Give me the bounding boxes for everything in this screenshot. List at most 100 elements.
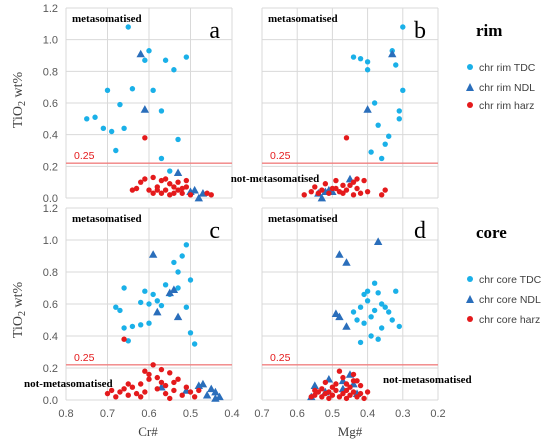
data-point (100, 125, 107, 132)
data-point (146, 320, 152, 326)
y-label-tail: wt% (11, 72, 26, 102)
data-point (326, 395, 332, 402)
data-point (171, 379, 177, 386)
data-point (167, 370, 173, 376)
data-point (129, 384, 136, 390)
data-point (382, 187, 388, 193)
data-point (138, 322, 144, 328)
data-point (187, 277, 194, 283)
data-point (350, 378, 357, 384)
annotation-metasomatised: metasomatised (268, 13, 338, 25)
data-point (167, 395, 173, 402)
data-point (364, 288, 371, 294)
data-point-triangle (173, 168, 183, 177)
data-point (375, 336, 381, 342)
data-point (393, 288, 399, 294)
data-point (340, 390, 346, 397)
series-chr-rim-TDC (84, 24, 190, 174)
annotation-metasomatised: metasomatised (72, 13, 142, 25)
data-point-triangle (335, 250, 344, 258)
data-point-triangle (211, 387, 220, 396)
legend-marker (467, 276, 473, 282)
data-point-triangle (198, 379, 208, 388)
data-point (319, 386, 325, 392)
data-point (336, 394, 343, 400)
data-point (333, 177, 339, 184)
series-chr-core-TDC (113, 242, 198, 347)
legend-item: chr rim TDC (467, 62, 536, 74)
data-point (364, 188, 371, 195)
data-point (183, 304, 190, 310)
data-point (179, 392, 185, 398)
data-point (343, 387, 350, 394)
data-point-triangle (136, 49, 145, 58)
data-point (158, 302, 165, 309)
data-point (354, 185, 360, 192)
data-point (175, 376, 181, 382)
data-point (364, 298, 371, 304)
x-tick-label: 0.7 (254, 408, 269, 420)
data-point (104, 390, 111, 397)
data-point (396, 116, 402, 122)
data-point (350, 389, 357, 395)
data-point (179, 253, 185, 259)
y-tick-label: 0.2 (43, 363, 58, 375)
data-point (183, 54, 190, 60)
data-point (183, 184, 190, 190)
x-tick-label: 0.8 (58, 408, 73, 420)
data-point (133, 185, 140, 192)
data-point (171, 67, 177, 73)
data-point (319, 394, 325, 400)
data-point (175, 269, 181, 275)
data-point (312, 387, 318, 394)
data-point (343, 395, 350, 402)
data-point-triangle (335, 312, 344, 321)
data-point-triangle (317, 193, 327, 202)
y-tick-label: 0.8 (43, 267, 58, 279)
data-point-triangle (140, 105, 150, 113)
data-point-triangle (331, 309, 341, 317)
y-tick-label: 1.0 (43, 35, 58, 47)
legend-label: chr core NDL (479, 294, 541, 306)
legend-marker (467, 102, 473, 108)
data-point (343, 135, 350, 141)
data-point (138, 179, 144, 185)
data-point (175, 179, 181, 185)
data-point (154, 298, 160, 304)
legend-label: chr rim harz (479, 100, 534, 112)
data-point (187, 192, 194, 198)
panel-letter: b (414, 18, 426, 44)
data-point (142, 389, 148, 395)
data-point (121, 285, 127, 291)
annotation-not-metasomatised: not-metasomatised (383, 374, 472, 386)
data-point (125, 381, 131, 387)
data-point (154, 386, 160, 392)
data-point (347, 392, 353, 398)
data-point (350, 192, 357, 198)
data-point (183, 177, 190, 184)
row-label-rim: rim (476, 21, 502, 40)
legend-item: chr core harz (467, 314, 540, 326)
legend-marker (467, 64, 473, 70)
legend-marker-triangle (466, 83, 474, 91)
data-point (146, 187, 152, 193)
series-chr-rim-harz (301, 135, 388, 198)
legend-label: chr core TDC (479, 274, 542, 286)
row-label-core: core (476, 223, 507, 242)
data-point (146, 376, 152, 382)
data-point (368, 149, 374, 155)
data-point (138, 381, 144, 387)
data-point (364, 389, 371, 395)
data-point-triangle (153, 307, 162, 316)
data-point (386, 133, 392, 139)
data-point (368, 314, 374, 320)
data-point (113, 147, 119, 154)
y-tick-label: 0.6 (43, 98, 58, 110)
series-chr-rim-harz (129, 135, 214, 198)
data-point (158, 190, 165, 196)
x-tick-label: 0.5 (183, 408, 198, 420)
threshold-label: 0.25 (270, 352, 291, 364)
data-point (129, 187, 136, 193)
data-point (204, 190, 210, 196)
data-point (329, 392, 336, 398)
